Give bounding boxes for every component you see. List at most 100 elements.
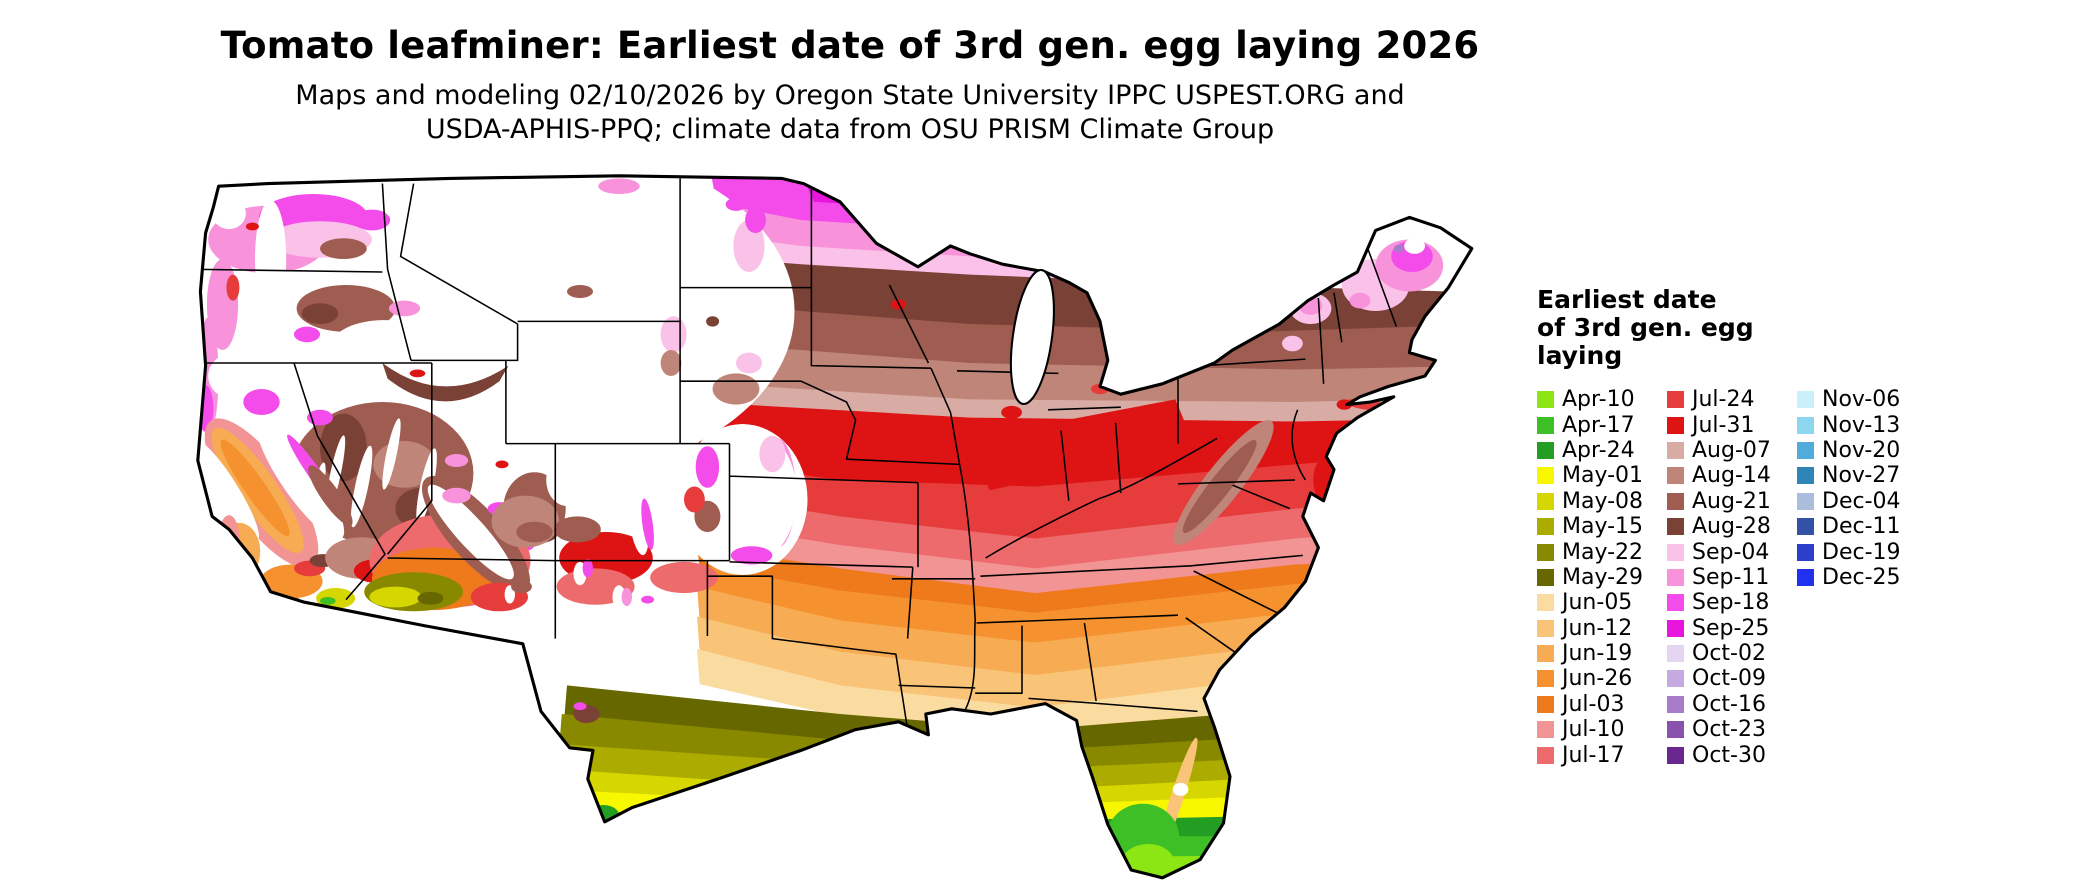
legend-label: Oct-09 xyxy=(1692,666,1766,692)
legend-entry: Oct-16 xyxy=(1667,692,1771,717)
legend-label: Jun-26 xyxy=(1562,666,1633,692)
legend-entry: Dec-25 xyxy=(1797,565,1901,590)
legend-swatch xyxy=(1537,594,1554,612)
band-apr24 xyxy=(544,810,1472,839)
legend-label: Aug-28 xyxy=(1692,514,1771,540)
legend-swatch xyxy=(1667,695,1684,713)
legend-label: Apr-17 xyxy=(1562,412,1635,438)
legend-label: Jul-17 xyxy=(1562,742,1625,768)
legend-entry: Jul-17 xyxy=(1537,742,1643,768)
legend-label: Dec-11 xyxy=(1822,514,1901,540)
legend-label: Sep-18 xyxy=(1692,590,1770,616)
legend-column-2: Jul-24 Jul-31 Aug-07 Aug-14 Aug-21 Aug-28 Sep-… xyxy=(1667,387,1771,768)
legend-entry: Nov-20 xyxy=(1797,438,1901,463)
legend-swatch xyxy=(1667,746,1684,764)
legend-entry: Dec-19 xyxy=(1797,539,1901,565)
legend-entry: Sep-04 xyxy=(1667,539,1771,565)
legend-title-line-3: laying xyxy=(1537,341,1623,370)
map-west-mosaic xyxy=(197,178,798,724)
band-jul24 xyxy=(697,448,1472,542)
legend-swatch xyxy=(1667,416,1684,434)
legend-label: May-22 xyxy=(1562,539,1644,565)
legend-label: Dec-04 xyxy=(1822,488,1901,514)
legend-label: Apr-10 xyxy=(1562,387,1635,413)
legend-entry: Dec-11 xyxy=(1797,514,1901,539)
legend-swatch xyxy=(1667,492,1684,510)
legend-entry: Oct-02 xyxy=(1667,641,1771,666)
legend-swatch xyxy=(1797,492,1814,510)
legend-label: Sep-11 xyxy=(1692,564,1770,590)
legend-label: May-15 xyxy=(1562,514,1644,540)
legend-entry: Jun-26 xyxy=(1537,666,1643,691)
legend-swatch xyxy=(1537,518,1554,536)
legend-label: May-08 xyxy=(1562,488,1644,514)
legend-swatch xyxy=(1537,645,1554,663)
legend-swatch xyxy=(1537,670,1554,688)
legend-entry: May-01 xyxy=(1537,463,1643,488)
legend-entry: Sep-11 xyxy=(1667,565,1771,590)
legend-label: Dec-19 xyxy=(1822,539,1901,565)
band-aug21 xyxy=(699,298,1472,373)
legend-swatch xyxy=(1667,441,1684,459)
legend-entry: Jun-05 xyxy=(1537,590,1643,615)
legend-swatch xyxy=(1797,441,1814,459)
legend-swatch xyxy=(1537,391,1554,409)
legend-entry: Apr-24 xyxy=(1537,438,1643,463)
legend-entry: Nov-13 xyxy=(1797,412,1901,438)
legend-entry: Aug-28 xyxy=(1667,514,1771,539)
legend-swatch xyxy=(1667,391,1684,409)
band-jun26 xyxy=(697,564,1472,646)
legend-label: Jul-10 xyxy=(1562,717,1625,743)
legend-entry: May-08 xyxy=(1537,489,1643,514)
legend-entry: Aug-14 xyxy=(1667,463,1771,488)
legend-swatch xyxy=(1667,721,1684,739)
legend-label: Dec-25 xyxy=(1822,564,1901,590)
legend-swatch xyxy=(1537,568,1554,586)
subtitle-line-2: USDA-APHIS-PPQ; climate data from OSU PR… xyxy=(425,114,1275,145)
legend-swatch xyxy=(1797,416,1814,434)
state-borders xyxy=(200,178,1398,738)
legend-entry: Sep-25 xyxy=(1667,616,1771,641)
band-apr17 xyxy=(542,828,1472,860)
legend-label: Jul-31 xyxy=(1692,412,1755,438)
legend-label: Jun-12 xyxy=(1562,615,1633,641)
legend-label: May-29 xyxy=(1562,564,1644,590)
legend-entry: Nov-27 xyxy=(1797,463,1901,488)
band-may01 xyxy=(547,789,1472,824)
legend-entry: Sep-18 xyxy=(1667,590,1771,615)
legend-swatch xyxy=(1797,518,1814,536)
legend-title-line-2: of 3rd gen. egg xyxy=(1537,313,1754,342)
legend-swatch xyxy=(1797,391,1814,409)
legend-label: Jun-05 xyxy=(1562,590,1633,616)
legend-label: Nov-20 xyxy=(1822,437,1901,463)
legend-swatch xyxy=(1667,518,1684,536)
band-jul17 xyxy=(697,493,1472,571)
legend-entry: Dec-04 xyxy=(1797,489,1901,514)
band-aug14 xyxy=(697,343,1472,405)
legend-entry: May-22 xyxy=(1537,539,1644,565)
page-title: Tomato leafminer: Earliest date of 3rd g… xyxy=(220,24,1480,67)
legend-entry: Jun-19 xyxy=(1537,641,1643,666)
legend-label: Oct-16 xyxy=(1692,691,1766,717)
legend-swatch xyxy=(1667,467,1684,485)
legend-swatch xyxy=(1537,492,1554,510)
subtitle-line-1: Maps and modeling 02/10/2026 by Oregon S… xyxy=(295,80,1405,111)
legend-label: Nov-06 xyxy=(1822,387,1901,413)
legend-swatch xyxy=(1797,568,1814,586)
legend-swatch xyxy=(1797,543,1814,561)
legend-swatch xyxy=(1667,619,1684,637)
legend-entry: Oct-30 xyxy=(1667,742,1771,768)
legend-label: Sep-25 xyxy=(1692,615,1770,641)
legend-entry: Jul-03 xyxy=(1537,692,1643,717)
legend-entry: Jul-24 xyxy=(1667,387,1771,412)
band-jun12 xyxy=(697,616,1472,711)
legend-entry: Apr-10 xyxy=(1537,387,1643,412)
legend-swatch xyxy=(1537,695,1554,713)
legend-label: Jul-03 xyxy=(1562,691,1625,717)
legend-swatch xyxy=(1667,594,1684,612)
legend-swatch xyxy=(1537,721,1554,739)
band-jun19 xyxy=(697,586,1472,678)
legend-label: Apr-24 xyxy=(1562,437,1635,463)
legend-swatch xyxy=(1537,467,1554,485)
legend-label: Oct-23 xyxy=(1692,717,1766,743)
